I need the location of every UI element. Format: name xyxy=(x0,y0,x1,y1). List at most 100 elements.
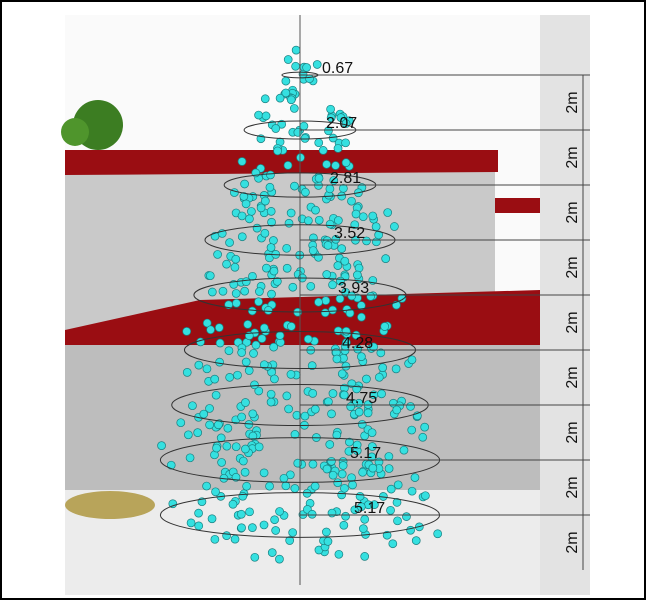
point xyxy=(289,283,297,291)
radius-label: 0.67 xyxy=(322,60,353,77)
point xyxy=(188,402,196,410)
point xyxy=(283,264,291,272)
point xyxy=(224,424,232,432)
point xyxy=(270,267,278,275)
radius-label: 2.07 xyxy=(326,115,357,132)
point xyxy=(271,516,279,524)
height-label: 2m xyxy=(564,311,581,333)
height-label: 2m xyxy=(564,531,581,553)
point xyxy=(400,446,408,454)
point xyxy=(253,224,261,232)
point xyxy=(264,306,272,314)
point xyxy=(200,410,208,418)
point xyxy=(280,474,288,482)
point xyxy=(158,442,166,450)
point xyxy=(183,327,191,335)
point xyxy=(184,431,192,439)
point xyxy=(219,287,227,295)
point xyxy=(203,482,211,490)
point xyxy=(214,421,222,429)
point xyxy=(214,250,222,258)
point xyxy=(334,144,342,152)
point xyxy=(408,426,416,434)
point xyxy=(282,482,290,490)
point xyxy=(329,306,337,314)
point xyxy=(217,434,225,442)
point xyxy=(237,510,245,518)
point xyxy=(309,234,317,242)
point xyxy=(434,530,442,538)
height-label: 2m xyxy=(564,91,581,113)
point xyxy=(335,550,343,558)
point xyxy=(247,207,255,215)
point xyxy=(394,517,402,525)
point xyxy=(309,460,317,468)
point xyxy=(239,457,247,465)
point xyxy=(319,146,327,154)
point xyxy=(315,139,323,147)
point xyxy=(323,270,331,278)
point xyxy=(407,402,415,410)
point xyxy=(252,341,260,349)
point xyxy=(284,161,292,169)
point xyxy=(241,287,249,295)
height-label: 2m xyxy=(564,256,581,278)
point xyxy=(364,409,372,417)
point xyxy=(211,375,219,383)
point xyxy=(206,272,214,280)
point xyxy=(385,465,393,473)
point xyxy=(408,487,416,495)
shrub xyxy=(65,491,155,519)
point xyxy=(340,484,348,492)
point xyxy=(402,513,410,521)
point xyxy=(284,56,292,64)
point xyxy=(334,479,342,487)
point xyxy=(328,509,336,517)
point xyxy=(384,209,392,217)
point xyxy=(287,209,295,217)
point xyxy=(266,482,274,490)
point xyxy=(197,338,205,346)
point xyxy=(242,358,250,366)
point xyxy=(285,405,293,413)
point xyxy=(385,452,393,460)
point xyxy=(361,552,369,560)
point xyxy=(323,465,331,473)
point xyxy=(245,215,253,223)
point xyxy=(238,413,246,421)
point xyxy=(338,370,346,378)
height-label: 2m xyxy=(564,366,581,388)
point xyxy=(246,508,254,516)
point xyxy=(394,481,402,489)
point xyxy=(289,529,297,537)
point xyxy=(213,444,221,452)
point xyxy=(262,112,270,120)
point xyxy=(250,349,258,357)
point xyxy=(369,212,377,220)
point xyxy=(287,96,295,104)
point xyxy=(308,510,316,518)
point xyxy=(306,75,314,83)
point xyxy=(324,241,332,249)
point xyxy=(387,485,395,493)
point xyxy=(257,204,265,212)
point xyxy=(245,367,253,375)
point xyxy=(272,526,280,534)
tree xyxy=(61,118,89,146)
height-label: 2m xyxy=(564,201,581,223)
point xyxy=(387,506,395,514)
point xyxy=(255,443,263,451)
point xyxy=(338,245,346,253)
point xyxy=(212,488,220,496)
point xyxy=(183,368,191,376)
radius-label: 4.75 xyxy=(346,390,377,407)
point xyxy=(301,188,309,196)
point xyxy=(248,307,256,315)
point xyxy=(195,361,203,369)
point xyxy=(362,375,370,383)
point xyxy=(342,327,350,335)
point xyxy=(312,206,320,214)
radius-label: 3.52 xyxy=(334,225,365,242)
point xyxy=(411,474,419,482)
point xyxy=(267,244,275,252)
